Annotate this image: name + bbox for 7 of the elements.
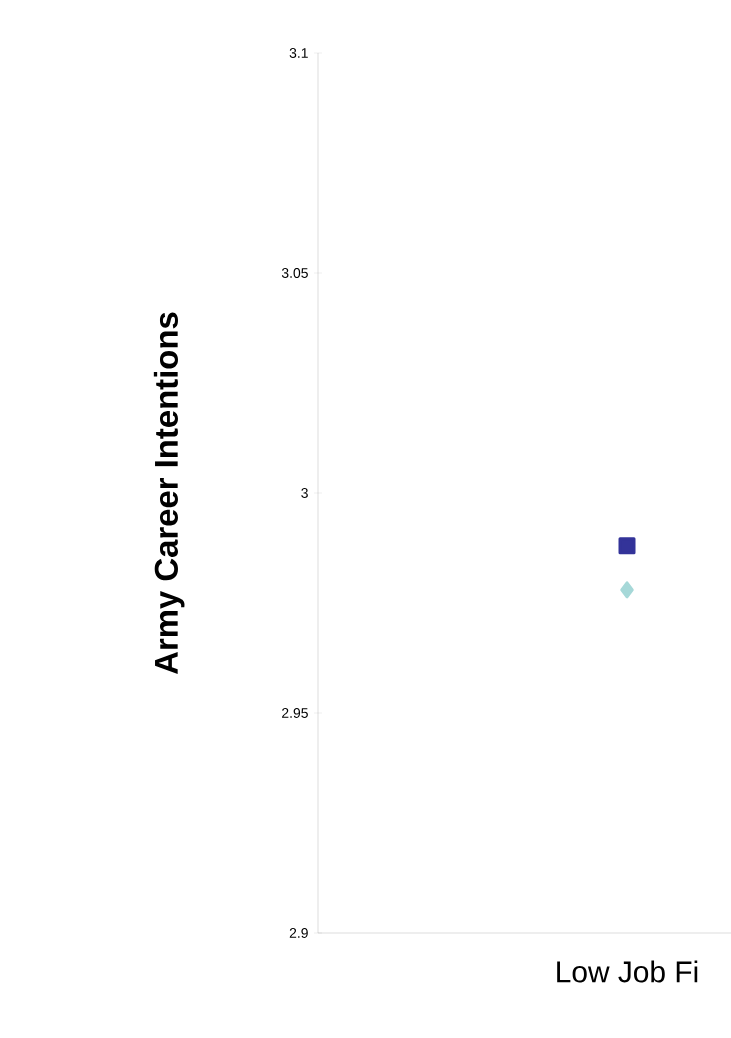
y-axis-title: Army Career Intentions: [153, 312, 185, 674]
y-tick-label: 3.1: [289, 48, 308, 58]
y-tick-label: 3.05: [281, 268, 308, 278]
y-tick-label: 3: [301, 488, 308, 498]
y-tick-label: 2.95: [282, 708, 308, 718]
x-tick-label: Low Job Fi: [557, 960, 698, 983]
y-tick-label: 2.9: [289, 928, 308, 938]
